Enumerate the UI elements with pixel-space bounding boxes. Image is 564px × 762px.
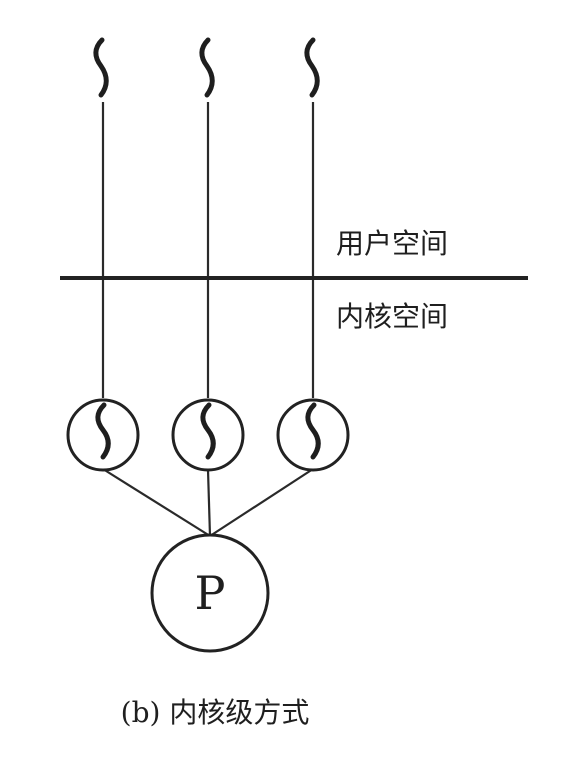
processor-link-line: [209, 468, 314, 537]
wave-thread-icon: [304, 37, 320, 98]
processor-link-line: [206, 469, 212, 537]
kernel-thread-circle-icon: [66, 398, 140, 472]
kernel-thread-circle-icon: [276, 398, 350, 472]
kernel-thread-circle-icon: [171, 398, 245, 472]
processor-label: P: [195, 566, 226, 620]
processor-link-line: [102, 468, 211, 537]
wave-thread-icon: [199, 37, 215, 98]
user-space-label: 用户空间: [336, 227, 448, 260]
processor-circle-icon: [150, 533, 270, 653]
diagram-caption: (b) 内核级方式: [121, 696, 310, 729]
kernel-space-label: 内核空间: [336, 300, 448, 333]
wave-thread-icon: [93, 37, 109, 98]
